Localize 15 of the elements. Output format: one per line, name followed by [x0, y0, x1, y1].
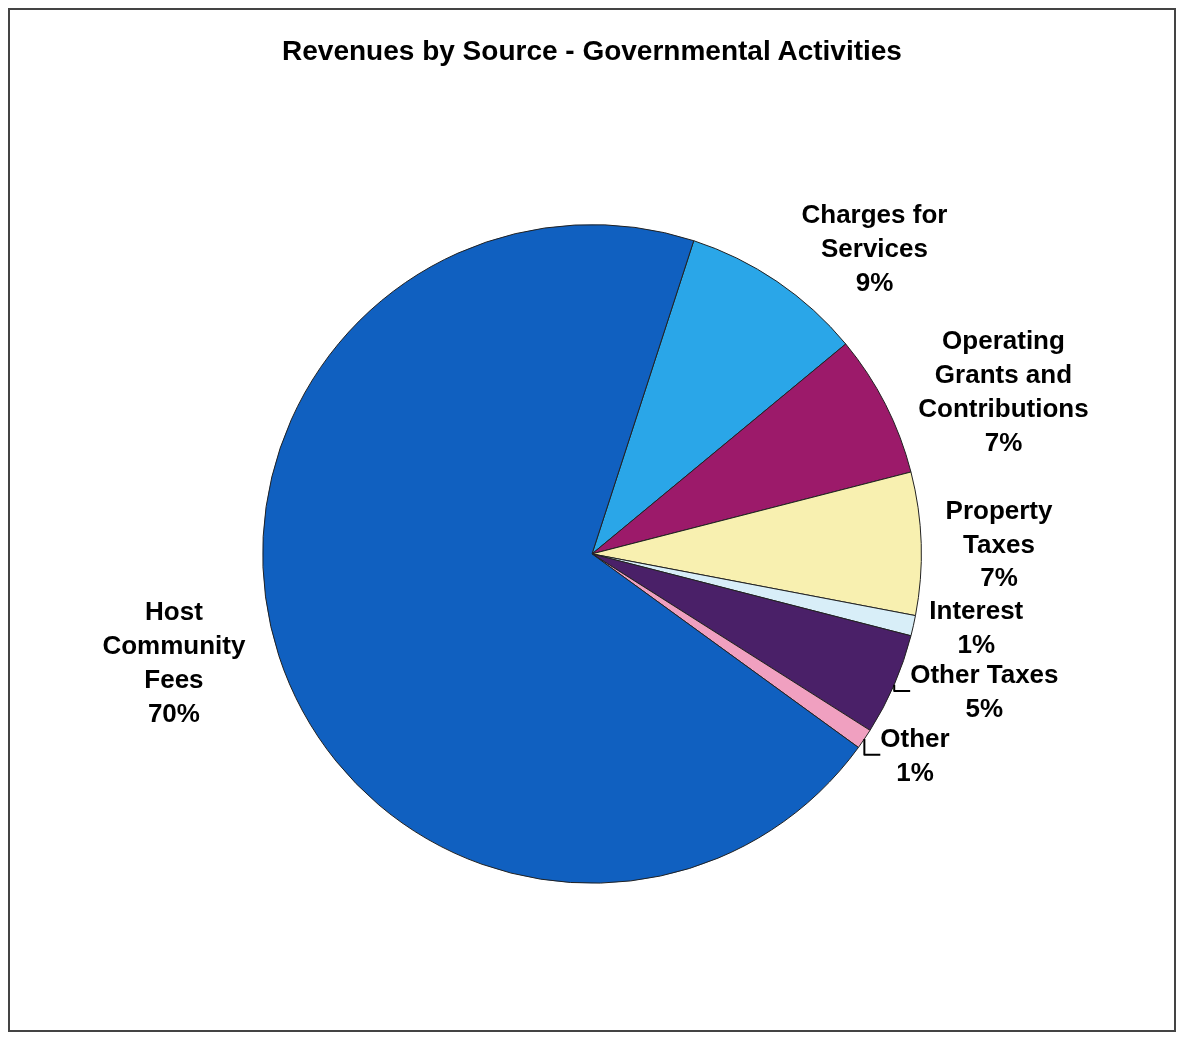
chart-title: Revenues by Source - Governmental Activities — [282, 35, 902, 67]
data-label: 7% — [980, 562, 1018, 593]
data-label: 7% — [984, 426, 1023, 457]
data-label: 5% — [965, 692, 1004, 723]
data-label: 9% — [855, 266, 894, 297]
slice-label: Host Community Fees — [102, 596, 246, 694]
data-label: 1% — [957, 629, 996, 660]
slice-label: Interest — [929, 595, 1024, 626]
slice-label: Other — [880, 722, 950, 753]
data-label: 70% — [147, 697, 200, 728]
data-label: 1% — [896, 756, 934, 787]
slice-label: Other Taxes — [910, 659, 1059, 690]
slice-label: Operating Grants and Contributions — [918, 325, 1089, 423]
slice-label: Property Taxes — [945, 494, 1053, 559]
slice-label: Charges for Services — [801, 199, 948, 264]
